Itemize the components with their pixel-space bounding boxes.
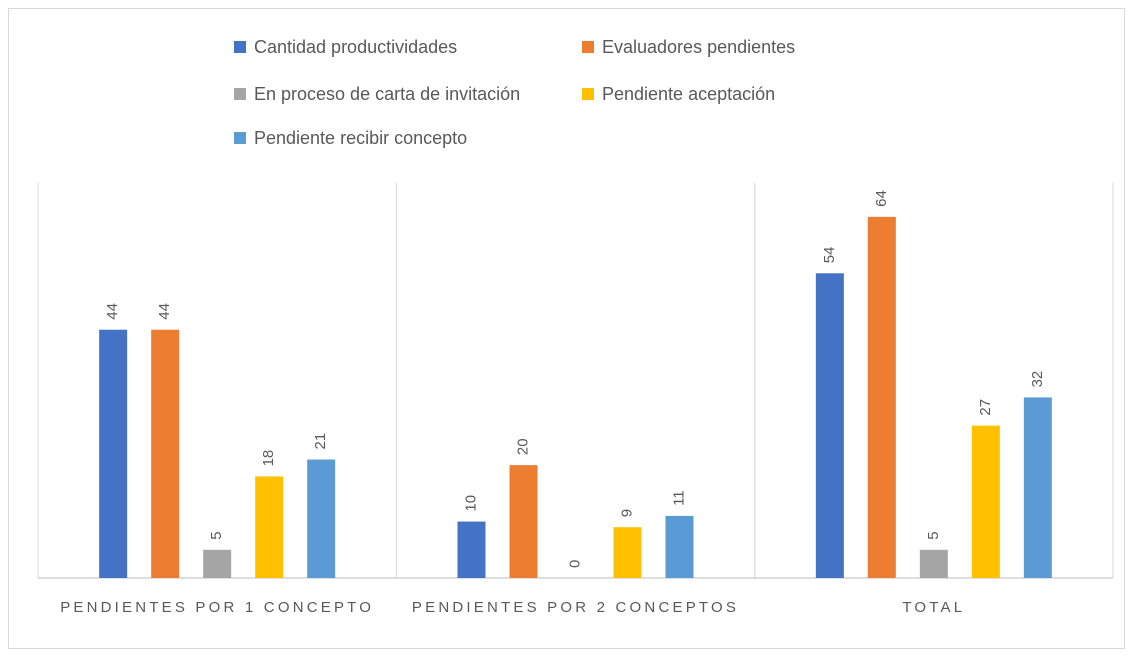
data-label: 21 bbox=[312, 433, 329, 450]
bar bbox=[457, 521, 486, 578]
legend-swatch bbox=[582, 88, 594, 100]
x-tick-label: PENDIENTES POR 2 CONCEPTOS bbox=[411, 599, 740, 616]
data-label: 44 bbox=[104, 303, 121, 320]
data-label: 5 bbox=[208, 531, 225, 539]
data-label: 18 bbox=[260, 450, 277, 467]
x-tick-label: PENDIENTES POR 1 CONCEPTO bbox=[60, 599, 375, 616]
legend-label: Pendiente aceptación bbox=[602, 84, 775, 104]
legend-label: En proceso de carta de invitación bbox=[254, 84, 520, 104]
data-label: 10 bbox=[462, 495, 479, 512]
bar bbox=[867, 216, 896, 578]
data-label: 5 bbox=[925, 531, 942, 539]
data-label: 44 bbox=[156, 303, 173, 320]
data-label: 0 bbox=[566, 560, 583, 568]
bar bbox=[509, 465, 538, 578]
bar bbox=[815, 273, 844, 578]
legend-swatch bbox=[234, 88, 246, 100]
data-label: 32 bbox=[1029, 371, 1046, 388]
legend-swatch bbox=[234, 41, 246, 53]
data-label: 11 bbox=[670, 490, 687, 506]
data-label: 27 bbox=[977, 399, 994, 416]
bar bbox=[307, 459, 336, 578]
data-label: 20 bbox=[514, 438, 531, 455]
bar bbox=[99, 329, 128, 578]
legend-swatch bbox=[582, 41, 594, 53]
legend-label: Cantidad productividades bbox=[254, 37, 457, 57]
bar bbox=[151, 329, 180, 578]
x-tick-label: TOTAL bbox=[902, 599, 966, 616]
bar bbox=[919, 549, 948, 578]
data-label: 54 bbox=[821, 247, 838, 264]
bar bbox=[203, 549, 232, 578]
bar bbox=[971, 425, 1000, 578]
data-label: 9 bbox=[618, 509, 635, 517]
legend-label: Pendiente recibir concepto bbox=[254, 128, 467, 148]
legend-swatch bbox=[234, 132, 246, 144]
legend-label: Evaluadores pendientes bbox=[602, 37, 795, 57]
bar bbox=[613, 527, 642, 578]
data-label: 64 bbox=[873, 190, 890, 207]
bar bbox=[665, 515, 694, 578]
bar bbox=[255, 476, 284, 578]
chart-border bbox=[8, 8, 1125, 649]
bar bbox=[1023, 397, 1052, 578]
